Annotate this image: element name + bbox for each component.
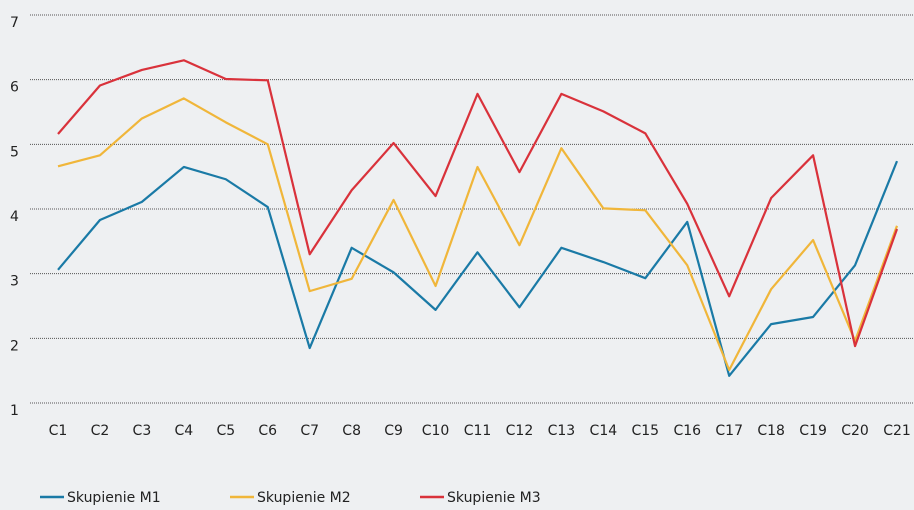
x-tick-label: C1	[49, 423, 68, 439]
y-tick-label: 4	[10, 209, 19, 225]
x-tick-label: C6	[258, 423, 277, 439]
x-tick-label: C10	[422, 423, 450, 439]
x-tick-label: C19	[799, 423, 827, 439]
legend-label: Skupienie M3	[447, 490, 541, 506]
legend-label: Skupienie M1	[67, 490, 161, 506]
series-line	[57, 59, 899, 348]
x-tick-label: C7	[300, 423, 319, 439]
y-tick-label: 7	[10, 15, 19, 31]
x-tick-label: C14	[590, 423, 618, 439]
x-tick-label: C8	[342, 423, 361, 439]
y-tick-label: 6	[10, 80, 19, 96]
y-tick-label: 2	[10, 338, 19, 354]
legend-label: Skupienie M2	[257, 490, 351, 506]
x-tick-label: C18	[757, 423, 785, 439]
x-tick-label: C12	[506, 423, 534, 439]
x-tick-label: C2	[91, 423, 110, 439]
x-tick-label: C4	[175, 423, 194, 439]
series-line	[57, 160, 899, 377]
x-tick-label: C3	[133, 423, 152, 439]
y-tick-label: 5	[10, 144, 19, 160]
x-tick-label: C20	[841, 423, 869, 439]
y-tick-label: 3	[10, 274, 19, 290]
series-line	[57, 97, 899, 372]
y-tick-label: 1	[10, 403, 19, 419]
x-tick-label: C11	[464, 423, 492, 439]
x-tick-label: C5	[216, 423, 235, 439]
x-tick-label: C16	[673, 423, 701, 439]
x-tick-label: C15	[632, 423, 660, 439]
x-tick-label: C13	[548, 423, 576, 439]
x-tick-label: C9	[384, 423, 403, 439]
x-tick-label: C21	[883, 423, 911, 439]
x-tick-label: C17	[715, 423, 743, 439]
